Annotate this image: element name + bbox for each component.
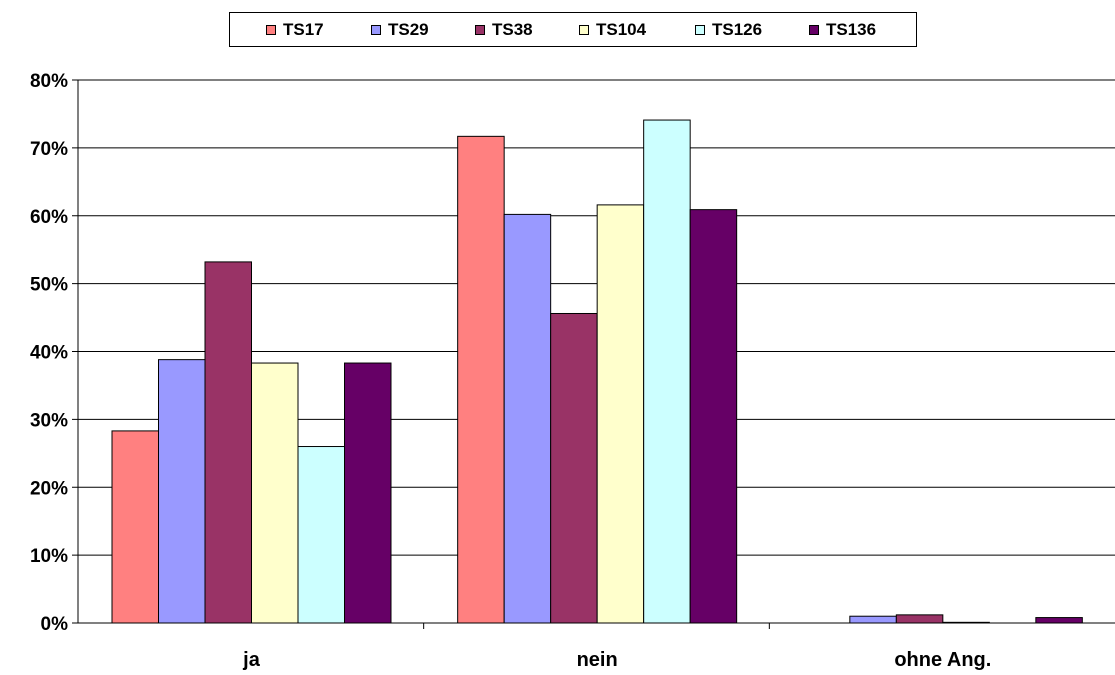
legend-item-4: TS104 xyxy=(579,13,646,46)
bar xyxy=(251,362,299,624)
bar xyxy=(596,204,645,624)
y-tick-label: 70% xyxy=(30,139,68,160)
legend-label: TS126 xyxy=(712,19,763,39)
bar xyxy=(503,213,552,624)
y-tick-label: 10% xyxy=(30,546,68,567)
legend-label: TS136 xyxy=(826,19,877,39)
bar xyxy=(297,446,345,624)
legend-swatch xyxy=(695,24,705,35)
y-tick-label: 60% xyxy=(30,207,68,228)
x-tick-label: nein xyxy=(577,649,618,671)
bar xyxy=(643,119,691,624)
x-tick-labels: ja nein ohne Ang. xyxy=(242,623,991,671)
legend-label: TS29 xyxy=(388,19,429,39)
y-tick-label: 30% xyxy=(30,410,68,431)
legend-label: TS104 xyxy=(596,19,647,39)
y-tick-label: 0% xyxy=(41,614,69,635)
bar xyxy=(550,312,598,624)
bar xyxy=(158,359,206,624)
legend-item-3: TS38 xyxy=(475,13,533,46)
legend-swatch xyxy=(475,24,485,35)
bar xyxy=(1035,617,1083,624)
legend-swatch xyxy=(579,24,589,35)
legend-item-2: TS29 xyxy=(371,13,429,46)
legend: TS17 TS29 TS38 TS104 TS126 TS136 xyxy=(229,12,917,47)
y-tick-label: 50% xyxy=(30,275,68,296)
legend-item-1: TS17 xyxy=(266,13,324,46)
legend-item-5: TS126 xyxy=(695,13,762,46)
bar xyxy=(204,261,252,624)
legend-swatch xyxy=(371,24,381,35)
legend-item-6: TS136 xyxy=(809,13,876,46)
x-tick-label: ohne Ang. xyxy=(894,649,991,671)
legend-label: TS17 xyxy=(283,19,324,39)
bar xyxy=(849,615,897,624)
bar xyxy=(457,135,505,624)
legend-label: TS38 xyxy=(492,19,533,39)
x-tick-label: ja xyxy=(242,649,261,671)
y-tick-label: 80% xyxy=(30,71,68,92)
bar xyxy=(344,362,392,624)
bar xyxy=(689,209,738,624)
bars xyxy=(111,119,1083,624)
bar xyxy=(111,430,159,624)
y-tick-labels: 0% 10% 20% 30% 40% 50% 60% 70% 80% xyxy=(30,71,78,635)
legend-swatch xyxy=(266,24,276,35)
y-tick-label: 20% xyxy=(30,478,68,499)
legend-swatch xyxy=(809,24,819,35)
y-tick-label: 40% xyxy=(30,343,68,364)
bar xyxy=(895,614,944,624)
